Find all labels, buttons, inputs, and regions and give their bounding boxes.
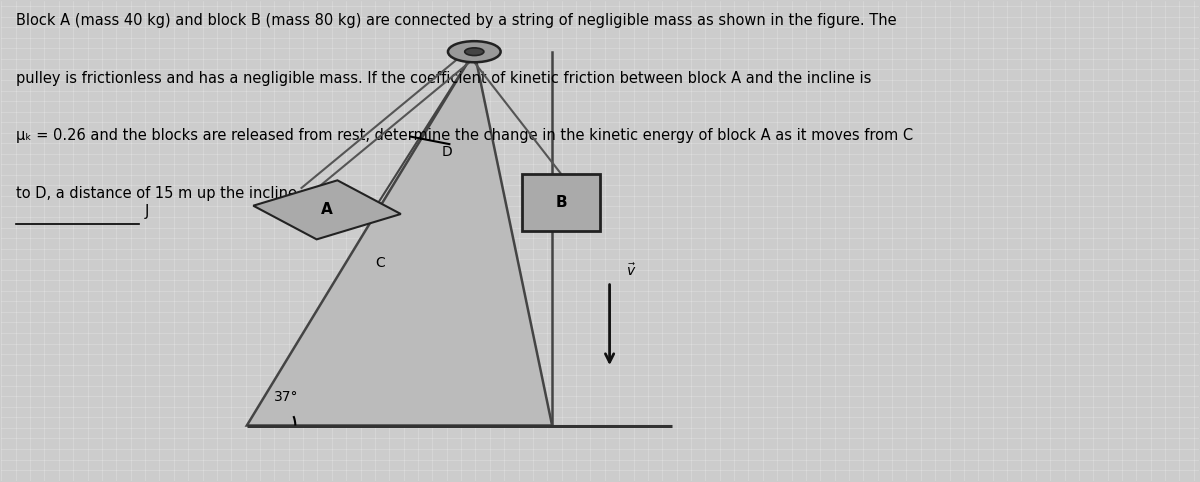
Polygon shape: [253, 180, 401, 240]
Bar: [522, 174, 600, 231]
Text: 37°: 37°: [275, 390, 299, 404]
Text: to D, a distance of 15 m up the incline.: to D, a distance of 15 m up the incline.: [16, 186, 301, 201]
Text: J: J: [145, 204, 150, 219]
Text: C: C: [374, 255, 385, 269]
Text: Block A (mass 40 kg) and block B (mass 80 kg) are connected by a string of negli: Block A (mass 40 kg) and block B (mass 8…: [16, 13, 896, 28]
Text: pulley is frictionless and has a negligible mass. If the coefficient of kinetic : pulley is frictionless and has a negligi…: [16, 71, 871, 86]
Text: μₖ = 0.26 and the blocks are released from rest, determine the change in the kin: μₖ = 0.26 and the blocks are released fr…: [16, 128, 913, 143]
Text: B: B: [556, 195, 566, 210]
Text: $\vec{v}$: $\vec{v}$: [626, 263, 637, 280]
Circle shape: [448, 41, 500, 62]
Circle shape: [464, 48, 484, 55]
Text: D: D: [442, 146, 452, 160]
Text: A: A: [322, 202, 332, 217]
Polygon shape: [247, 52, 552, 426]
